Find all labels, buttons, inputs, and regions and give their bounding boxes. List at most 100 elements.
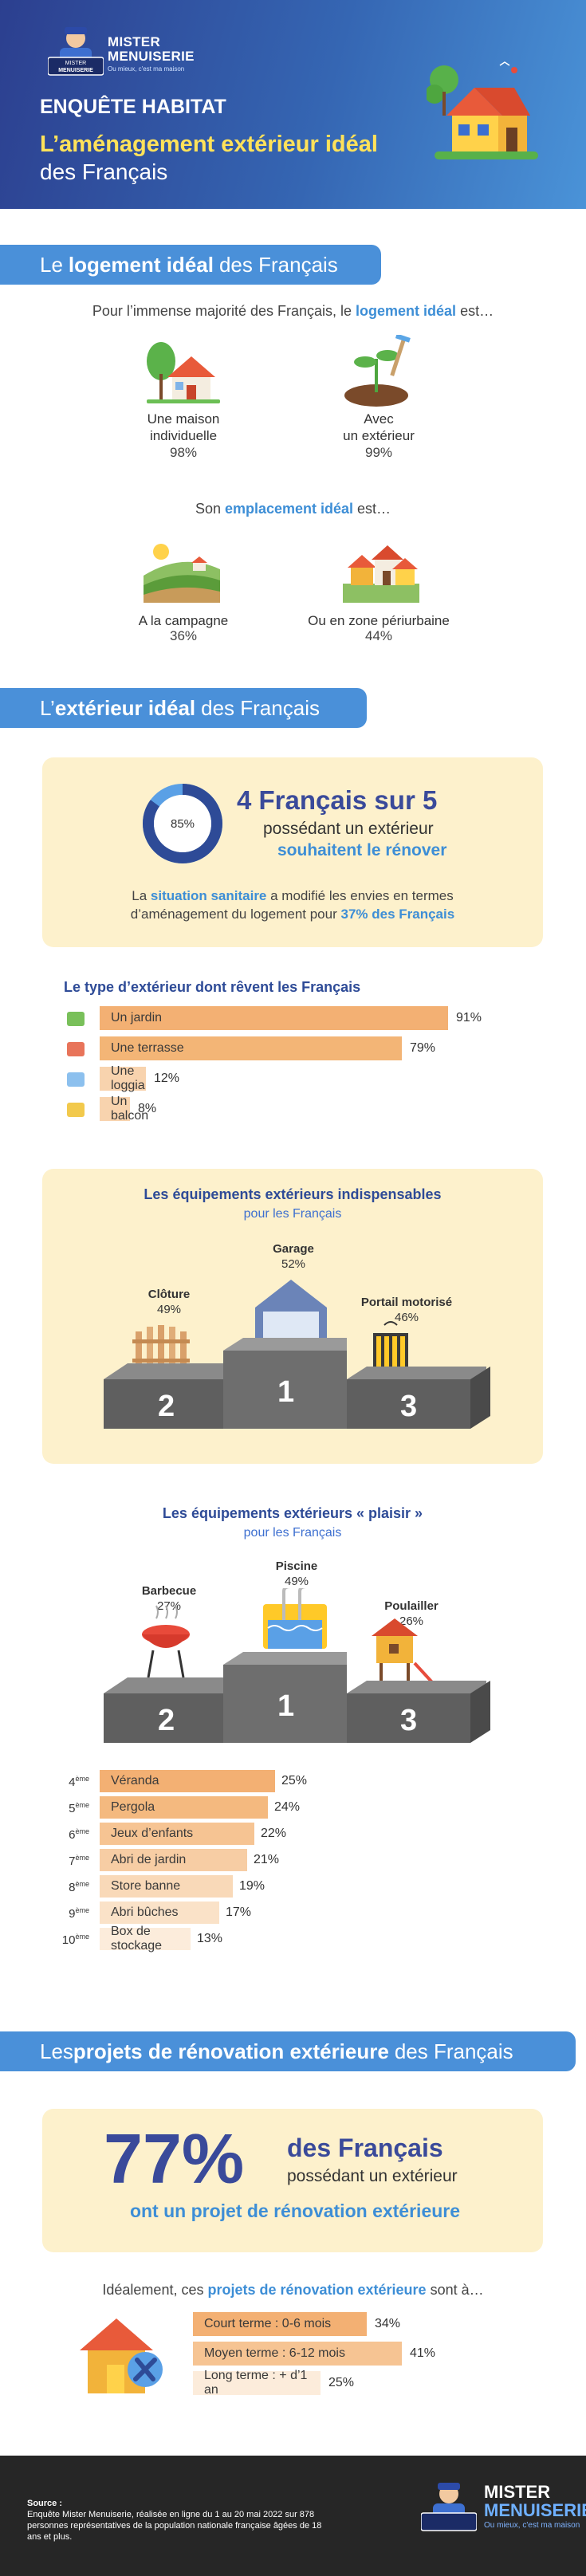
podium1-first-pct: 52% — [281, 1257, 306, 1271]
header-kicker: ENQUÊTE HABITAT — [40, 96, 226, 118]
ranking-bar-pct: 24% — [274, 1800, 301, 1814]
exterior-bar-pct: 12% — [154, 1072, 180, 1085]
ranking-bar-label: Véranda — [111, 1774, 159, 1787]
section-banner-exterieur: L’ extérieur idéal des Français — [0, 688, 367, 728]
exterior-type-icon — [67, 1012, 85, 1026]
podium2-second-pct: 27% — [156, 1599, 182, 1613]
loc-periurban-pct: 44% — [364, 628, 393, 643]
footer-source: Source : Enquête Mister Menuiserie, réali… — [27, 2499, 322, 2542]
barbecue-icon — [142, 1605, 190, 1678]
ranking-bar-label: Box de stockage — [111, 1925, 163, 1953]
rank-number: 8ème — [57, 1880, 89, 1894]
footer-tagline: Ou mieux, c'est ma maison — [484, 2521, 580, 2530]
rank-n: 4 — [69, 1776, 76, 1789]
loc-periurban-label: Ou en zone périurbaine — [308, 613, 450, 628]
rank-n: 5 — [69, 1802, 76, 1815]
term-bar: Moyen terme : 6-12 mois — [193, 2342, 402, 2366]
stat-card-renovation — [42, 757, 543, 947]
pool-icon — [263, 1588, 327, 1649]
ranking-bar-pct: 21% — [254, 1853, 280, 1866]
exterior-type-title: Le type d’extérieur dont rêvent les Fran… — [64, 979, 361, 995]
exterior-bar: Un jardin — [100, 1006, 448, 1030]
loc-countryside-pct: 36% — [169, 628, 198, 643]
fence-icon — [132, 1325, 190, 1371]
footer-mascot-icon — [421, 2483, 477, 2531]
stat-77-l2: possédant un extérieur — [287, 2167, 458, 2185]
periurban-icon — [343, 545, 419, 603]
house-tools-icon — [80, 2318, 163, 2393]
stat-line3: souhaitent le rénover — [277, 841, 447, 859]
rank-sup: ème — [75, 1906, 89, 1914]
podium2-first-pct: 49% — [284, 1575, 309, 1588]
podium1-num-2: 2 — [158, 1390, 175, 1423]
podium2-third-label: Poulailler — [384, 1599, 439, 1613]
podium1-first-label: Garage — [273, 1242, 314, 1256]
plant-shovel-icon — [344, 335, 411, 407]
badge-bottom-text: MENUISERIE — [58, 68, 93, 73]
rank-number: 10ème — [57, 1933, 89, 1947]
rank-n: 10 — [61, 1933, 76, 1947]
ranking-bar: Pergola — [100, 1796, 268, 1819]
section-banner-logement: Le logement idéal des Français — [0, 245, 381, 285]
sanitary-note: La situation sanitaire a modifié les env… — [130, 888, 455, 922]
ranking-bar-label: Store banne — [111, 1879, 181, 1893]
ranking-bar: Jeux d’enfants — [100, 1823, 254, 1845]
ranking-bar: Abri de jardin — [100, 1849, 247, 1871]
exterior-bar-label: Une loggia — [111, 1064, 145, 1092]
podium2-title: Les équipements extérieurs « plaisir » — [162, 1505, 423, 1521]
item-exterior-label: Avec un extérieur — [343, 411, 415, 443]
rank-n: 8 — [69, 1881, 76, 1894]
podium2-first-label: Piscine — [275, 1559, 318, 1573]
stat-77-l1: des Français — [287, 2134, 443, 2162]
stat-77-l3: ont un projet de rénovation extérieure — [129, 2200, 461, 2221]
ranking-bar: Store banne — [100, 1875, 233, 1898]
header-title: L’aménagement extérieur idéal — [40, 132, 378, 157]
exterior-bar-label: Un balcon — [111, 1095, 149, 1123]
ranking-bar-pct: 19% — [239, 1879, 265, 1893]
exterior-bar-pct: 91% — [456, 1011, 482, 1025]
term-bar-label: Court terme : 0-6 mois — [204, 2317, 332, 2330]
badge-top-text: MISTER — [65, 61, 86, 66]
item-house-pct: 98% — [169, 445, 198, 460]
footer-logo: MISTER MENUISERIE — [484, 2482, 586, 2520]
term-bar-label: Long terme : + d’1 an — [204, 2369, 308, 2397]
loc-countryside-label: A la campagne — [138, 613, 229, 628]
rank-number: 4ème — [57, 1775, 89, 1789]
exterior-bar-label: Un jardin — [111, 1011, 163, 1025]
rank-number: 6ème — [57, 1827, 89, 1842]
ranking-bar-pct: 13% — [197, 1932, 223, 1945]
podium2-second-label: Barbecue — [141, 1584, 197, 1598]
rank-sup: ème — [75, 1880, 89, 1888]
item-exterior-pct: 99% — [364, 445, 393, 460]
rank-n: 6 — [69, 1828, 76, 1842]
term-bar-pct: 25% — [328, 2376, 355, 2389]
podium1-num-3: 3 — [400, 1390, 417, 1423]
exterior-bar-pct: 8% — [138, 1102, 157, 1115]
projets-intro: Idéalement, ces projets de rénovation ex… — [102, 2282, 484, 2298]
chicken-coop-icon — [372, 1618, 434, 1684]
countryside-icon — [144, 544, 220, 603]
brand-name: MISTER MENUISERIE — [108, 34, 195, 64]
podium1-title: Les équipements extérieurs indispensable… — [144, 1186, 442, 1202]
podium1-third-label: Portail motorisé — [360, 1296, 453, 1309]
podium1-graphic: 2 1 3 — [104, 1280, 490, 1429]
rank-number: 9ème — [57, 1906, 89, 1921]
exterior-bar: Une loggia — [100, 1064, 146, 1092]
ranking-bar-label: Pergola — [111, 1800, 155, 1814]
term-bar-label: Moyen terme : 6-12 mois — [204, 2346, 345, 2360]
ranking-bar-pct: 25% — [281, 1774, 308, 1787]
exterior-bar: Un balcon — [100, 1095, 148, 1123]
exterior-type-icon — [67, 1042, 85, 1056]
donut-label: 85% — [171, 817, 195, 831]
donut-85: 85% — [143, 784, 222, 863]
stat-77-big: 77% — [104, 2119, 245, 2198]
ranking-bar-label: Abri de jardin — [111, 1853, 187, 1866]
ranking-bar-label: Jeux d’enfants — [111, 1827, 194, 1840]
podium2-num-3: 3 — [400, 1704, 417, 1737]
stat-card-77 — [42, 2109, 543, 2252]
term-bar: Court terme : 0-6 mois — [193, 2312, 367, 2336]
rank-sup: ème — [75, 1801, 89, 1809]
ranking-bar-pct: 22% — [261, 1827, 287, 1840]
stat-line2: possédant un extérieur — [263, 820, 434, 838]
exterior-type-icon — [67, 1103, 85, 1117]
